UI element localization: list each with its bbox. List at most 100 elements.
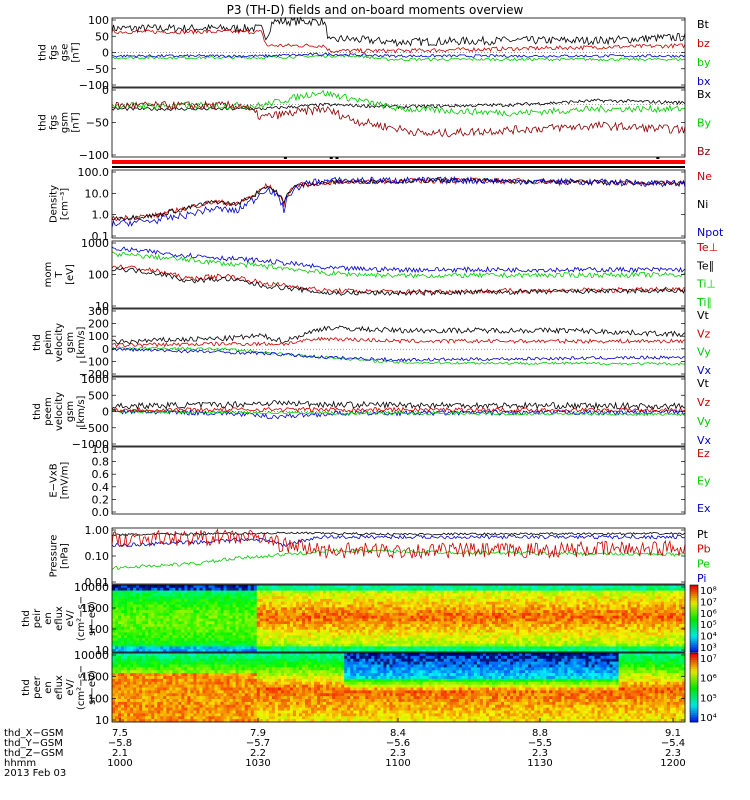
- spectrogram-cell: [199, 638, 203, 642]
- spectrogram-cell: [217, 587, 221, 591]
- spectrogram-cell: [118, 670, 122, 674]
- spectrogram-cell: [501, 646, 505, 650]
- spectrogram-cell: [422, 596, 426, 600]
- spectrogram-cell: [115, 643, 119, 647]
- spectrogram-cell: [636, 635, 641, 639]
- spectrogram-cell: [301, 635, 306, 639]
- spectrogram-cell: [133, 607, 137, 611]
- spectrogram-cell: [169, 624, 173, 628]
- spectrogram-cell: [573, 646, 577, 650]
- spectrogram-cell: [398, 643, 402, 647]
- spectrogram-cell: [217, 626, 221, 630]
- spectrogram-cell: [223, 593, 227, 597]
- series-line-0: [111, 325, 686, 345]
- spectrogram-cell: [597, 607, 601, 611]
- spectrogram-cell: [585, 598, 589, 603]
- spectrogram-cell: [256, 615, 261, 619]
- spectrogram-cell: [552, 635, 556, 639]
- spectrogram-cell: [534, 590, 538, 594]
- spectrogram-cell: [672, 604, 677, 608]
- spectrogram-cell: [398, 615, 402, 619]
- spectrogram-cell: [434, 646, 439, 650]
- spectrogram-cell: [570, 590, 574, 594]
- spectrogram-cell: [657, 626, 662, 630]
- spectrogram-cell: [274, 649, 279, 653]
- spectrogram-cell: [314, 596, 318, 600]
- spectrogram-cell: [359, 598, 363, 603]
- spectrogram-cell: [157, 649, 161, 653]
- spectrogram-cell: [374, 585, 378, 589]
- spectrogram-cell: [642, 590, 647, 594]
- spectrogram-cell: [473, 629, 478, 633]
- spectrogram-cell: [335, 610, 339, 614]
- spectrogram-cell: [112, 664, 116, 668]
- spectrogram-cell: [621, 590, 625, 594]
- spectrogram-cell: [507, 646, 511, 650]
- spectrogram-cell: [564, 587, 568, 591]
- spectrogram-cell: [401, 649, 405, 653]
- spectrogram-cell: [124, 687, 128, 691]
- spectrogram-cell: [467, 649, 472, 653]
- spectrogram-cell: [540, 629, 544, 633]
- spectrogram-cell: [594, 635, 598, 639]
- colorbar-swatch: [690, 591, 698, 595]
- spectrogram-cell: [440, 587, 445, 591]
- spectrogram-cell: [238, 604, 242, 608]
- spectrogram-cell: [386, 585, 390, 589]
- spectrogram-cell: [600, 626, 604, 630]
- spectrogram-cell: [250, 590, 255, 594]
- spectrogram-cell: [274, 587, 279, 591]
- spectrogram-cell: [633, 596, 638, 600]
- spectrogram-cell: [434, 598, 439, 603]
- spectrogram-cell: [428, 612, 432, 617]
- spectrogram-cell: [678, 632, 683, 636]
- spectrogram-cell: [498, 646, 502, 650]
- spectrogram-cell: [217, 601, 221, 605]
- spectrogram-cell: [121, 607, 125, 611]
- spectrogram-cell: [488, 585, 493, 589]
- spectrogram-cell: [410, 604, 414, 608]
- spectrogram-cell: [184, 649, 188, 653]
- spectrogram-cell: [618, 635, 622, 639]
- spectrogram-cell: [151, 607, 155, 611]
- spectrogram-cell: [280, 629, 285, 633]
- spectrogram-cell: [642, 638, 647, 642]
- spectrogram-cell: [350, 607, 354, 611]
- spectrogram-cell: [398, 646, 402, 650]
- spectrogram-cell: [627, 635, 632, 639]
- spectrogram-cell: [537, 640, 541, 644]
- spectrogram-cell: [175, 590, 179, 594]
- spectrogram-cell: [564, 593, 568, 597]
- spectrogram-cell: [564, 598, 568, 603]
- spectrogram-cell: [401, 585, 405, 589]
- spectrogram-cell: [178, 649, 182, 653]
- spectrogram-cell: [118, 629, 122, 633]
- spectrogram-cell: [268, 598, 273, 603]
- spectrogram-cell: [130, 655, 134, 660]
- spectrogram-cell: [133, 612, 137, 617]
- spectrogram-cell: [160, 624, 164, 628]
- spectrogram-cell: [555, 646, 559, 650]
- spectrogram-cell: [564, 640, 568, 644]
- spectrogram-cell: [217, 607, 221, 611]
- spectrogram-cell: [498, 607, 502, 611]
- spectrogram-cell: [422, 604, 426, 608]
- spectrogram-cell: [633, 626, 638, 630]
- spectrogram-cell: [446, 604, 451, 608]
- spectrogram-cell: [124, 610, 128, 614]
- spectrogram-cell: [289, 590, 294, 594]
- spectrogram-cell: [657, 593, 662, 597]
- spectrogram-cell: [163, 632, 167, 636]
- spectrogram-cell: [657, 649, 662, 653]
- spectrogram-cell: [633, 618, 638, 622]
- spectrogram-cell: [199, 646, 203, 650]
- spectrogram-cell: [271, 638, 276, 642]
- spectrogram-cell: [130, 699, 134, 703]
- spectrogram-cell: [368, 643, 372, 647]
- spectrogram-cell: [244, 585, 249, 589]
- spectrogram-cell: [292, 649, 297, 653]
- spectrogram-cell: [277, 607, 282, 611]
- spectrogram-cell: [130, 716, 134, 720]
- spectrogram-cell: [419, 615, 423, 619]
- spectrogram-cell: [163, 610, 167, 614]
